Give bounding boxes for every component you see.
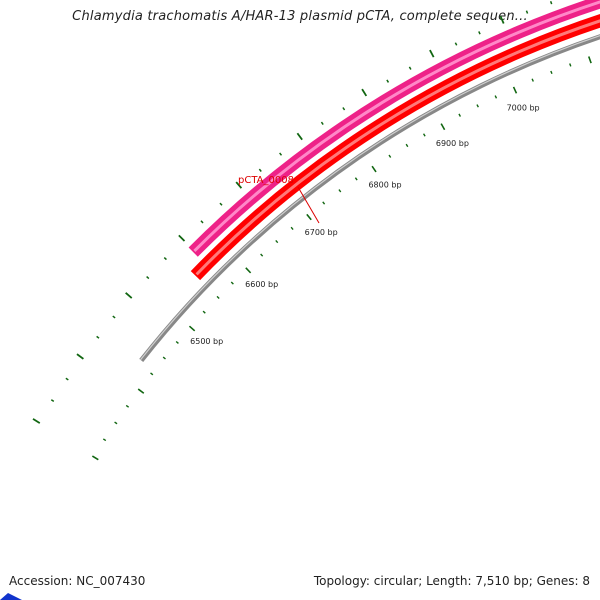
inner-feature-track[interactable] [190,0,600,281]
gene-label-pCTA_0008[interactable]: pCTA_0008 [238,175,294,186]
accession-text: Accession: NC_007430 [9,574,146,588]
inner-tick [275,239,279,244]
feature-edge-marker [0,593,22,600]
inner-tick [245,267,252,274]
inner-tick [512,86,518,94]
outer-tick [76,353,84,360]
outer-tick [342,107,346,111]
tick-label: 6900 bp [436,139,469,148]
tick-label: 6500 bp [190,337,223,346]
inner-tick [175,340,179,344]
outer-tick [163,256,167,261]
inner-tick [290,226,294,230]
inner-tick [102,438,107,442]
outer-tick [429,49,435,58]
outer-tick [386,79,390,83]
outer-tick [200,220,204,224]
inner-tick [216,295,220,299]
inner-tick [125,404,130,408]
inner-tick [569,63,572,67]
outer-tick [408,66,412,70]
inner-tick [137,388,145,394]
inner-feature-highlight [195,19,600,276]
outer-tick [279,152,283,156]
inner-tick [458,113,462,117]
inner-tick [405,143,409,148]
outer-tick [32,418,41,424]
inner-tick [306,213,312,221]
outer-tick [478,31,481,35]
outer-tick [454,42,458,46]
inner-tick [230,281,234,285]
inner-tick [550,70,553,74]
inner-tick [322,201,326,205]
outer-feature-highlight [193,0,600,252]
inner-tick [531,78,534,82]
outer-tick [320,121,324,125]
inner-tick [388,154,392,158]
inner-ticks [91,56,592,461]
inner-tick [162,356,166,360]
outer-tick [219,202,223,206]
inner-tick [202,310,206,314]
inner-tick [587,56,592,64]
outer-tick [361,88,368,97]
inner-tick [150,372,154,376]
map-title: Chlamydia trachomatis A/HAR-13 plasmid p… [72,9,528,24]
topology-summary: Topology: circular; Length: 7,510 bp; Ge… [313,574,590,588]
gene-label-leader [297,186,320,224]
outer-tick [178,234,186,242]
outer-tick [258,168,262,172]
plasmid-backbone [139,34,600,363]
outer-tick [50,399,55,402]
inner-tick [114,421,118,425]
outer-tick [65,377,69,381]
inner-tick [91,455,99,461]
inner-tick [422,133,426,137]
inner-tick [371,165,377,173]
inner-tick [440,123,446,131]
tick-labels: 6500 bp 6600 bp 6700 bp 6800 bp 6900 bp 7000 … [190,103,539,346]
tick-label: 6600 bp [245,280,278,289]
tick-label: 6800 bp [368,181,401,190]
plasmid-backbone-highlight [139,35,600,361]
outer-tick [525,10,529,14]
outer-tick [549,0,553,5]
inner-tick [354,177,358,181]
outer-tick [235,181,243,189]
outer-tick [112,315,116,319]
outer-tick [146,276,150,280]
inner-tick [494,95,498,99]
outer-ticks [32,0,553,424]
inner-tick [188,325,196,332]
inner-tick [338,189,342,193]
outer-tick [125,292,133,299]
outer-tick [499,15,505,24]
tick-label: 7000 bp [507,103,540,112]
outer-tick [296,132,303,141]
inner-tick [260,253,264,257]
inner-tick [476,104,479,108]
tick-label: 6700 bp [305,228,338,237]
outer-tick [96,335,100,339]
